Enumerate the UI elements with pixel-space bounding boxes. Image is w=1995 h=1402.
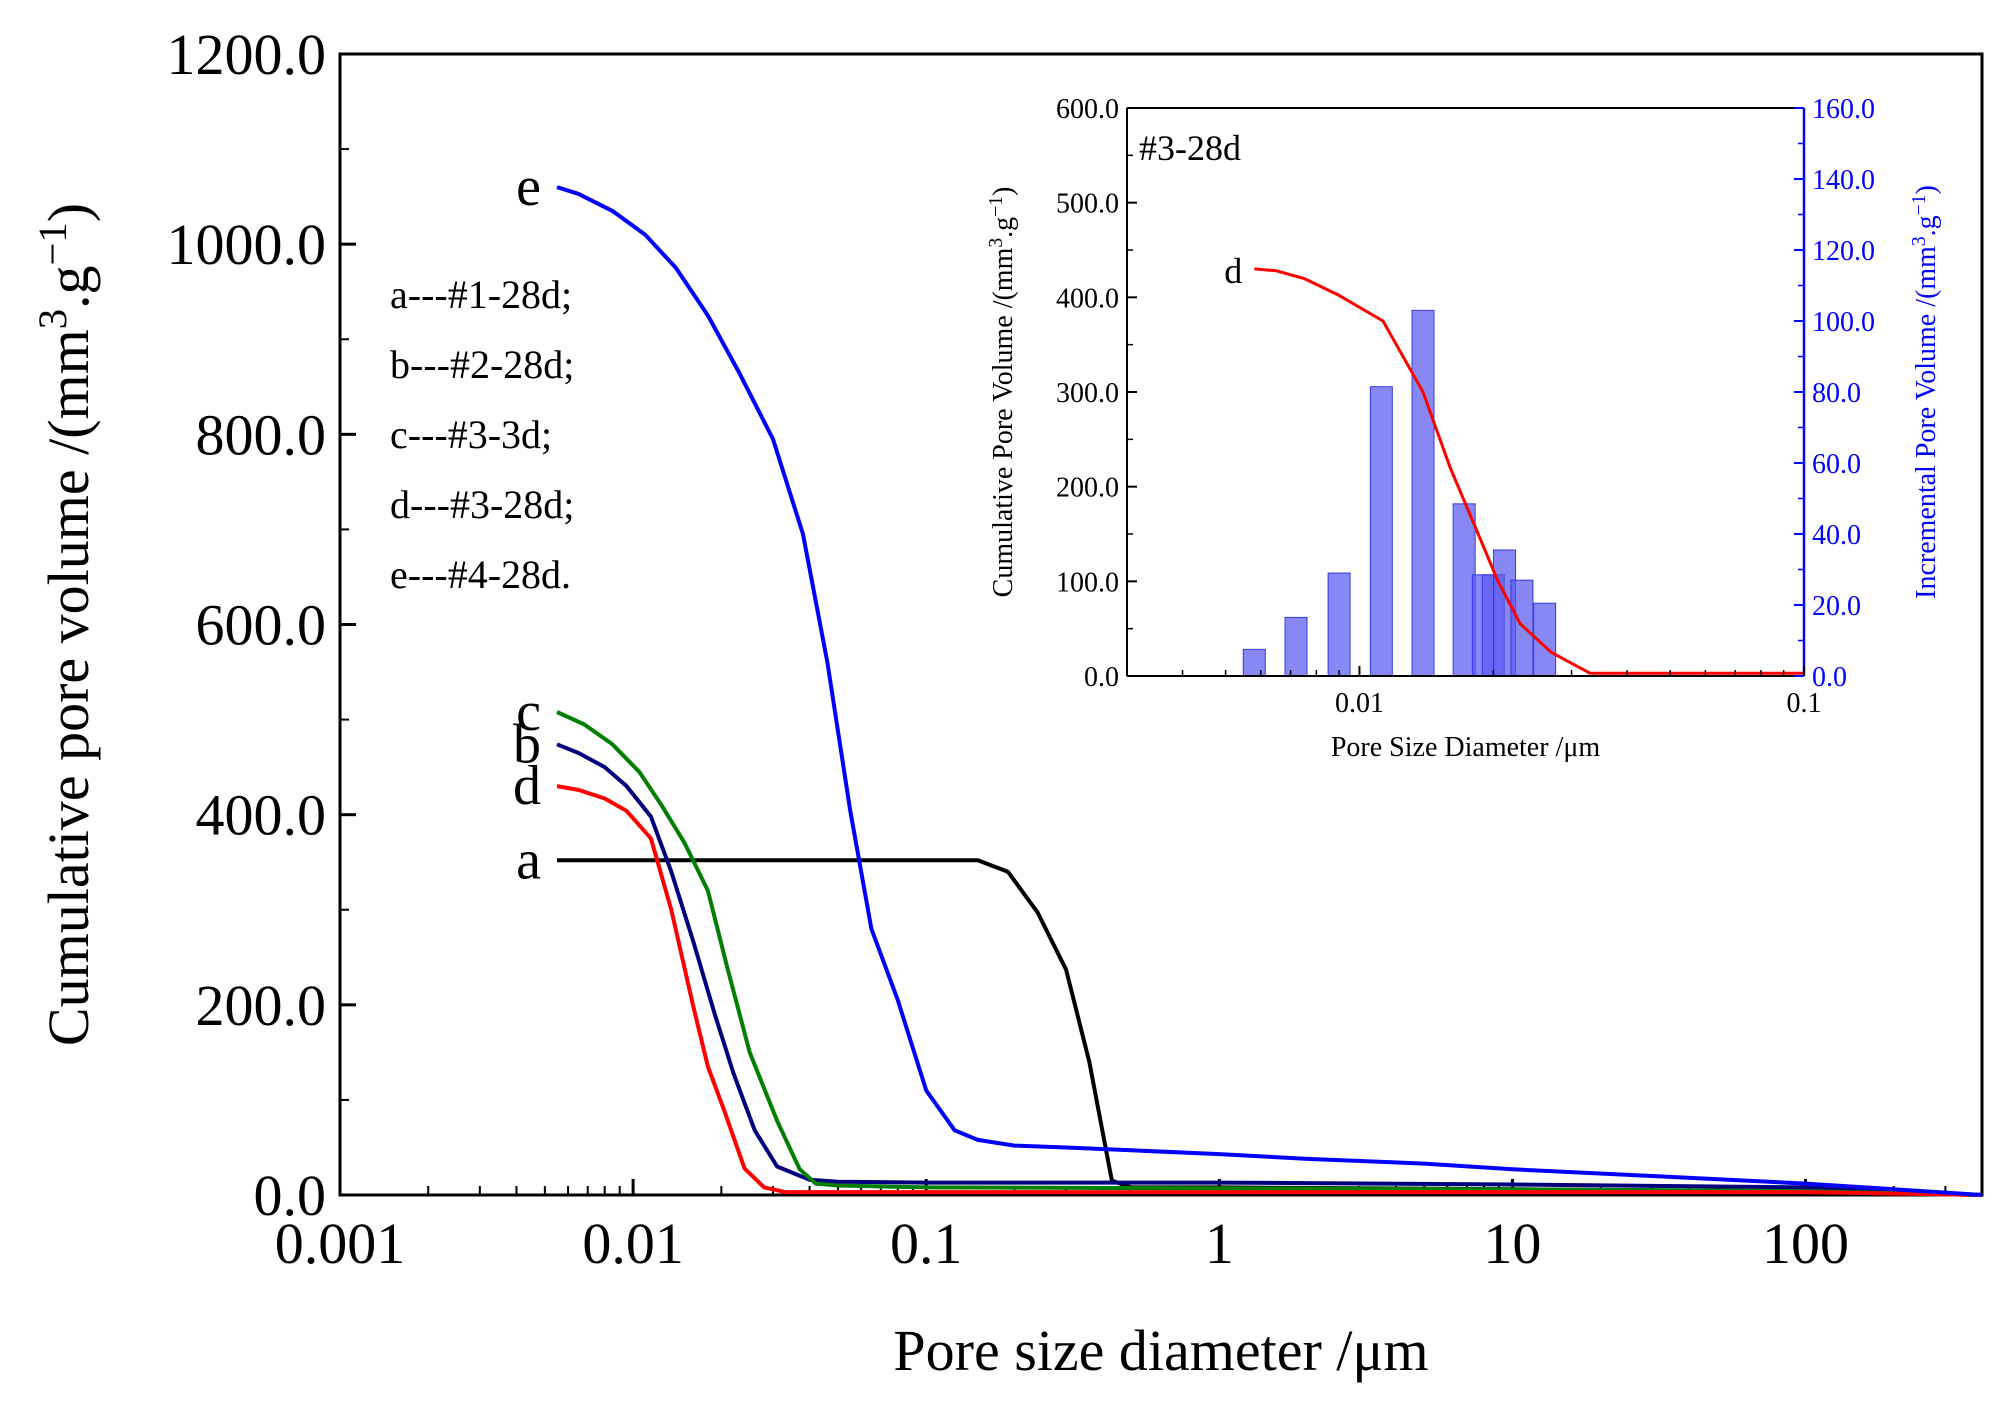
inset-y-left-tick-label: 400.0 xyxy=(1056,283,1119,314)
label-segment: ) xyxy=(988,187,1019,196)
inset-plot: d0.01 0.10.0100.0200.0300.0400.0500.0600.… xyxy=(986,94,1943,763)
inset-y-left-tick-label: 600.0 xyxy=(1056,94,1119,125)
y-tick-label: 1200.0 xyxy=(167,22,327,87)
inset-bar xyxy=(1510,579,1534,677)
y-tick-label: 1000.0 xyxy=(167,212,327,277)
curve-label-e: e xyxy=(516,156,541,218)
inset-y-left-tick-label: 500.0 xyxy=(1056,189,1119,220)
inset-y-right-tick-label: 160.0 xyxy=(1812,94,1875,125)
inset-bars xyxy=(1242,309,1557,677)
superscript: 3 xyxy=(986,238,1007,248)
label-segment: .g xyxy=(36,265,101,309)
inset-y-right-tick-label: 0.0 xyxy=(1812,662,1847,693)
legend-entry: b---#2-28d; xyxy=(390,342,574,387)
superscript: 3 xyxy=(30,309,75,329)
series-line-b xyxy=(556,742,1983,1197)
series-group xyxy=(556,185,1983,1197)
x-tick-label: 0.001 xyxy=(275,1211,406,1276)
inset-x-tick-label: 0.01 xyxy=(1335,688,1384,719)
label-segment: Cumulative Pore Volume /(mm xyxy=(988,247,1019,597)
x-tick-label: 100 xyxy=(1762,1211,1849,1276)
inset-y-left-tick-label: 200.0 xyxy=(1056,473,1119,504)
x-tick-label: 0.01 xyxy=(582,1211,684,1276)
y-tick-label: 400.0 xyxy=(196,783,327,848)
curve-label-d: d xyxy=(513,755,541,817)
superscript: −1 xyxy=(30,222,75,265)
curve-label-b: b xyxy=(513,713,541,775)
inset-bar xyxy=(1369,386,1393,677)
y-tick-label: 800.0 xyxy=(196,402,327,467)
inset-bar xyxy=(1284,616,1308,677)
series-line-e xyxy=(556,185,1983,1197)
series-line-d xyxy=(556,784,1983,1197)
series-line-a xyxy=(557,858,1983,1197)
inset-y-right-tick-label: 100.0 xyxy=(1812,307,1875,338)
inset-y-left-tick-label: 0.0 xyxy=(1084,662,1119,693)
inset-y-left-tick-label: 300.0 xyxy=(1056,378,1119,409)
label-segment: .g xyxy=(1911,215,1942,236)
superscript: −1 xyxy=(986,196,1007,217)
inset-x-tick-label: 0.1 xyxy=(1787,688,1822,719)
legend-entry: d---#3-28d; xyxy=(390,482,574,527)
inset-y-right-tick-label: 40.0 xyxy=(1812,520,1861,551)
inset-y-right-tick-label: 120.0 xyxy=(1812,236,1875,267)
inset-bar xyxy=(1327,572,1351,677)
legend-entry: c---#3-3d; xyxy=(390,412,552,457)
label-segment: ) xyxy=(1911,185,1942,194)
inset-bar xyxy=(1411,309,1435,677)
y-tick-label: 600.0 xyxy=(196,593,327,658)
inset-y-right-tick-label: 80.0 xyxy=(1812,378,1861,409)
y-axis-title: Cumulative pore volume /(mm3.g−1) xyxy=(30,203,102,1046)
inset-curve-label-d: d xyxy=(1224,251,1242,291)
label-segment: ) xyxy=(36,203,101,222)
inset-y-right-tick-label: 140.0 xyxy=(1812,165,1875,196)
inset-y-right-tick-label: 20.0 xyxy=(1812,591,1861,622)
x-tick-label: 0.1 xyxy=(890,1211,963,1276)
label-segment: Cumulative pore volume /(mm xyxy=(36,329,101,1046)
y-tick-label: 0.0 xyxy=(254,1163,327,1228)
curve-label-c: c xyxy=(516,681,541,743)
inset-bar xyxy=(1452,503,1476,677)
inset-y-left-tick-label: 100.0 xyxy=(1056,567,1119,598)
legend-entry: e---#4-28d. xyxy=(390,552,571,597)
x-tick-label: 10 xyxy=(1483,1211,1541,1276)
inset-x-axis-title: Pore Size Diameter /μm xyxy=(1331,732,1600,763)
series-line-c xyxy=(556,710,1983,1197)
legend-block: a---#1-28d; b---#2-28d; c---#3-3d; d---#3-2… xyxy=(390,272,574,597)
inset-y-left-axis-title: Cumulative Pore Volume /(mm3.g−1) xyxy=(986,187,1020,598)
x-axis-title: Pore size diameter /μm xyxy=(893,1318,1428,1383)
legend-entry: a---#1-28d; xyxy=(390,272,572,317)
main-plot: 0.001 0.01 0.1 1 10 1000.0200.0400.0600.0800.… xyxy=(30,22,1984,1383)
label-segment: .g xyxy=(988,217,1019,238)
superscript: −1 xyxy=(1909,194,1930,215)
inset-title: #3-28d xyxy=(1139,128,1241,168)
y-tick-label: 200.0 xyxy=(196,973,327,1038)
label-segment: Incremental Pore Volume /(mm xyxy=(1911,246,1942,599)
superscript: 3 xyxy=(1909,236,1930,246)
curve-label-a: a xyxy=(516,829,541,891)
inset-y-right-tick-label: 60.0 xyxy=(1812,449,1861,480)
inset-bar xyxy=(1242,648,1266,677)
inset-y-right-axis-title: Incremental Pore Volume /(mm3.g−1) xyxy=(1909,185,1943,599)
inset-series-line-d xyxy=(1254,267,1804,675)
x-tick-label: 1 xyxy=(1205,1211,1234,1276)
